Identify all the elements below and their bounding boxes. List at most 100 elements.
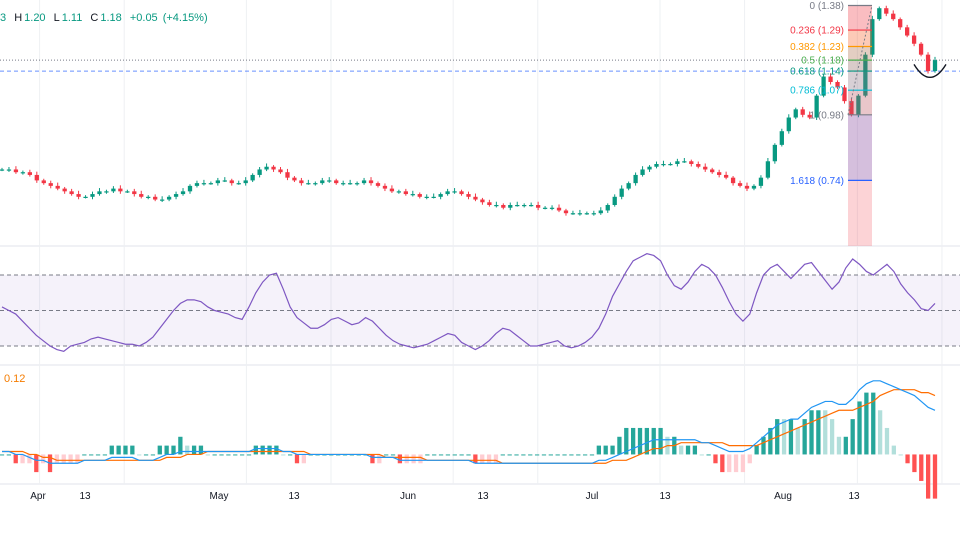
candle-body xyxy=(452,191,457,193)
macd-histogram-bar xyxy=(500,454,505,456)
macd-histogram-bar xyxy=(836,436,842,455)
fibonacci-retracement[interactable]: 0 (1.38) 0.236 (1.29) 0.382 (1.23) 0.5 (1.1… xyxy=(790,1,873,247)
macd-histogram-bar xyxy=(61,454,66,464)
candle-body xyxy=(341,183,346,185)
candle-body xyxy=(424,196,429,198)
fib-zone xyxy=(848,71,872,91)
macd-histogram-bar xyxy=(631,427,636,455)
macd-histogram-bar xyxy=(0,454,5,456)
candle-body xyxy=(278,169,283,173)
candle-body xyxy=(292,177,297,181)
macd-histogram-bar xyxy=(267,445,272,455)
macd-pane[interactable] xyxy=(0,380,938,499)
candle-body xyxy=(396,191,402,193)
macd-histogram-bar xyxy=(637,427,643,455)
candle-body xyxy=(494,205,499,207)
macd-histogram-bar xyxy=(829,419,835,455)
macd-histogram-bar xyxy=(727,454,732,473)
candle-body xyxy=(48,183,53,186)
high-key: H xyxy=(14,12,23,24)
candle-body xyxy=(689,161,694,164)
candle-body xyxy=(159,199,165,201)
time-axis-label: May xyxy=(210,491,229,502)
macd-histogram-bar xyxy=(541,454,547,456)
macd-histogram-bar xyxy=(370,454,375,464)
macd-histogram-bar xyxy=(644,427,650,455)
candle-body xyxy=(925,54,931,72)
candle-body xyxy=(417,194,422,197)
candle-body xyxy=(215,180,220,184)
macd-histogram-bar xyxy=(754,445,759,455)
macd-histogram-bar xyxy=(473,454,478,464)
macd-histogram-bar xyxy=(205,454,210,456)
candle-body xyxy=(55,185,60,189)
rsi-line xyxy=(1,253,936,352)
candle-body xyxy=(501,205,506,208)
macd-histogram-bar xyxy=(480,454,485,464)
macd-histogram-bar xyxy=(390,454,396,456)
candle-body xyxy=(591,213,596,215)
high-value: 1.20 xyxy=(24,12,46,24)
candle-body xyxy=(34,174,39,181)
candle-body xyxy=(717,172,722,175)
macd-histogram-bar xyxy=(150,454,156,456)
candle-body xyxy=(703,166,708,170)
fib-level-label: 1 (0.98) xyxy=(810,110,844,121)
macd-histogram-bar xyxy=(823,410,828,455)
candle-body xyxy=(20,172,26,174)
time-axis[interactable]: Apr 13 May 13 Jun 13 Jul 13 Aug 13 xyxy=(30,491,860,502)
macd-histogram-bar xyxy=(603,445,608,455)
macd-histogram-bar xyxy=(884,427,890,455)
macd-histogram-bar xyxy=(713,454,718,464)
macd-histogram-bar xyxy=(809,410,814,455)
rsi-pane[interactable] xyxy=(0,253,960,352)
macd-histogram-bar xyxy=(34,454,39,473)
fib-level-label: 0.236 (1.29) xyxy=(790,26,844,37)
fib-level-label: 0.786 (1.07) xyxy=(790,86,844,97)
candle-body xyxy=(744,185,750,189)
macd-histogram-bar xyxy=(68,454,73,464)
time-axis-label: Aug xyxy=(774,491,792,502)
time-axis-label: 13 xyxy=(79,491,91,502)
candle-body xyxy=(835,82,840,88)
candle-body xyxy=(382,185,388,189)
candle-body xyxy=(932,60,938,72)
macd-histogram-bar xyxy=(233,454,238,456)
macd-histogram-bar xyxy=(178,436,183,455)
candle-body xyxy=(347,183,353,185)
candle-body xyxy=(640,169,645,175)
macd-value-label: 0.12 xyxy=(4,373,26,385)
macd-histogram-bar xyxy=(384,454,389,456)
price-pane[interactable] xyxy=(0,0,960,484)
macd-histogram-bar xyxy=(624,427,629,455)
candle-body xyxy=(187,185,193,192)
macd-histogram-bar xyxy=(301,454,306,464)
fib-zone xyxy=(848,5,872,31)
candle-body xyxy=(563,210,569,214)
macd-histogram-bar xyxy=(898,454,903,456)
macd-histogram-bar xyxy=(919,454,924,481)
macd-histogram-bar xyxy=(720,454,725,473)
candle-body xyxy=(222,180,227,182)
fib-extension-zone xyxy=(848,114,872,181)
macd-histogram-bar xyxy=(692,445,698,455)
macd-histogram-bar xyxy=(130,445,135,455)
macd-histogram-bar xyxy=(185,445,190,455)
candle-body xyxy=(334,180,339,184)
macd-histogram-bar xyxy=(445,454,451,456)
macd-histogram-bar xyxy=(116,445,121,455)
macd-histogram-bar xyxy=(850,419,855,455)
candle-body xyxy=(410,194,415,196)
candle-body xyxy=(194,183,200,186)
candle-body xyxy=(710,169,715,173)
macd-histogram-bar xyxy=(781,419,787,455)
macd-histogram-bar xyxy=(294,454,300,464)
fib-level-label: 0 (1.38) xyxy=(810,1,844,12)
macd-histogram-bar xyxy=(425,454,430,456)
candle-body xyxy=(884,8,889,14)
candle-body xyxy=(549,207,555,209)
candle-body xyxy=(849,101,854,115)
rounding-curve-annotation xyxy=(913,63,947,79)
macd-histogram-bar xyxy=(596,445,601,455)
